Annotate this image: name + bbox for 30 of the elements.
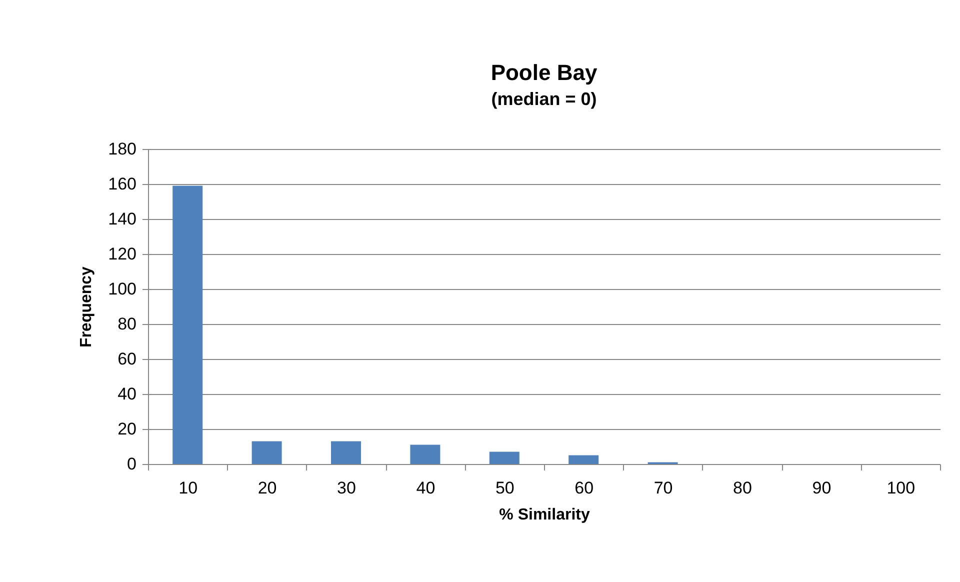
bar [172, 186, 203, 464]
x-tick-label: 100 [886, 478, 916, 498]
chart-title: Poole Bay [490, 60, 598, 85]
bar [252, 441, 282, 464]
y-tick-label: 120 [108, 244, 136, 264]
bar [410, 444, 440, 464]
y-tick-label: 80 [118, 314, 136, 334]
bar [568, 455, 599, 464]
y-axis-title: Frequency [78, 266, 96, 348]
bar [331, 441, 361, 464]
x-tick-label: 40 [416, 478, 436, 498]
x-axis-title: % Similarity [499, 506, 590, 524]
bar [489, 452, 520, 464]
y-tick-label: 20 [118, 420, 136, 438]
y-tick-label: 40 [118, 384, 136, 404]
y-tick-label: 140 [108, 210, 136, 228]
x-tick-label: 70 [654, 478, 673, 498]
x-tick-label: 60 [574, 478, 594, 498]
chart-subtitle: (median = 0) [491, 89, 597, 109]
y-tick-label: 60 [118, 350, 136, 368]
y-tick-label: 160 [108, 174, 136, 194]
x-tick-label: 90 [812, 478, 832, 498]
x-tick-label: 10 [178, 478, 198, 498]
x-tick-label: 80 [733, 478, 752, 498]
x-tick-label: 30 [337, 478, 356, 498]
x-tick-label: 20 [258, 478, 277, 498]
y-tick-label: 0 [127, 454, 136, 474]
y-tick-label: 100 [108, 280, 136, 298]
x-tick-label: 50 [495, 478, 514, 498]
y-tick-label: 180 [108, 140, 136, 158]
